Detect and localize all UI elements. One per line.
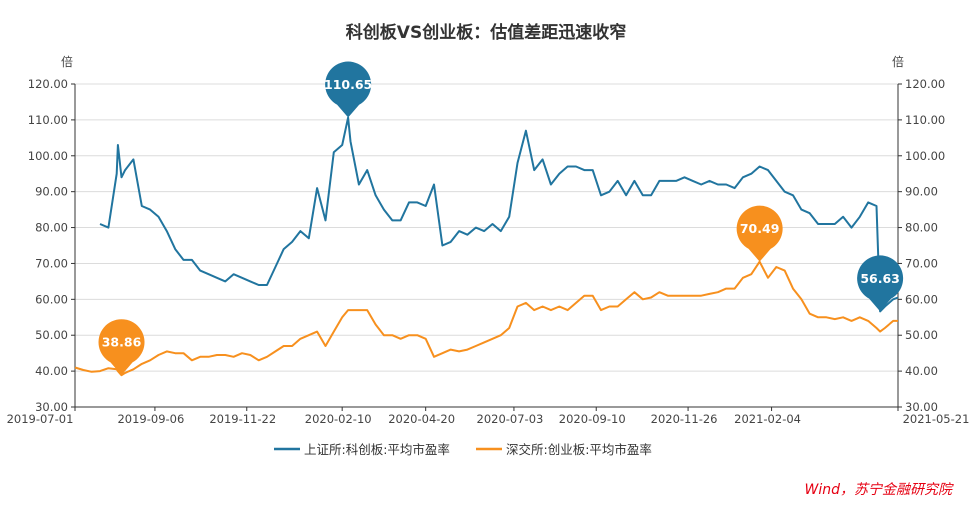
series-line [99,116,899,313]
y-tick-label-left: 50.00 [35,328,68,342]
pin-marker [98,319,145,376]
pin-label: 38.86 [102,335,142,350]
y-tick-label-left: 110.00 [28,113,68,127]
y-tick-label-left: 100.00 [28,149,68,163]
x-tick-label: 2021-02-04 [734,412,801,426]
y-tick-label-right: 40.00 [905,364,938,378]
y-tick-label-left: 30.00 [35,400,68,414]
annotation-pin: 110.65 [324,61,372,118]
legend-label: 深交所:创业板:平均市盈率 [506,442,652,457]
annotation-pin: 38.86 [98,319,145,376]
series-1 [74,260,899,377]
pin-label: 110.65 [324,77,372,92]
legend-item-star-market[interactable]: 上证所:科创板:平均市盈率 [274,442,450,457]
pin-label: 70.49 [740,221,780,236]
x-tick-label: 2020-04-20 [388,412,455,426]
annotations: 110.65 56.63 38.86 70.49 [98,61,904,376]
pin-marker [325,61,372,118]
x-tick-label: 2019-11-22 [209,412,276,426]
pin-marker [736,205,783,262]
x-tick-label: 2019-07-01 [7,412,74,426]
x-tick-label: 2019-09-06 [117,412,184,426]
y-tick-label-left: 70.00 [35,256,68,270]
annotation-pin: 70.49 [736,205,783,262]
gridlines [75,83,898,372]
x-tick-label: 2020-11-26 [651,412,718,426]
x-tick-label: 2020-09-10 [559,412,626,426]
y-tick-label-right: 90.00 [905,185,938,199]
y-tick-label-right: 80.00 [905,221,938,235]
pin-label: 56.63 [860,271,900,286]
y-tick-label-right: 100.00 [905,149,945,163]
y-tick-label-right: 50.00 [905,328,938,342]
legend-item-chinext[interactable]: 深交所:创业板:平均市盈率 [476,442,652,457]
y-tick-label-left: 120.00 [28,77,68,91]
axes: 30.00 30.00 40.00 40.00 50.00 50.00 60.00 60.00… [7,77,970,426]
y-tick-label-right: 120.00 [905,77,945,91]
annotation-pin: 56.63 [857,255,904,312]
y-tick-label-right: 60.00 [905,292,938,306]
x-tick-label: 2020-02-10 [305,412,372,426]
x-tick-label: 2020-07-03 [477,412,544,426]
x-tick-label: 2021-05-21 [903,412,970,426]
series-line [74,260,898,377]
series-lines [74,116,899,377]
y-tick-label-right: 70.00 [905,256,938,270]
left-axis-unit: 倍 [61,54,73,69]
y-tick-label-left: 90.00 [35,185,68,199]
y-tick-label-left: 60.00 [35,292,68,306]
legend: 上证所:科创板:平均市盈率 深交所:创业板:平均市盈率 [274,442,652,457]
y-tick-label-left: 80.00 [35,221,68,235]
right-axis-unit: 倍 [892,54,904,69]
series-0 [99,116,899,313]
legend-label: 上证所:科创板:平均市盈率 [304,442,450,457]
y-tick-label-left: 40.00 [35,364,68,378]
chart-title: 科创板VS创业板：估值差距迅速收窄 [346,22,626,43]
y-tick-label-right: 110.00 [905,113,945,127]
y-tick-label-right: 30.00 [905,400,938,414]
source-note: Wind，苏宁金融研究院 [805,482,954,498]
pin-marker [857,255,904,312]
